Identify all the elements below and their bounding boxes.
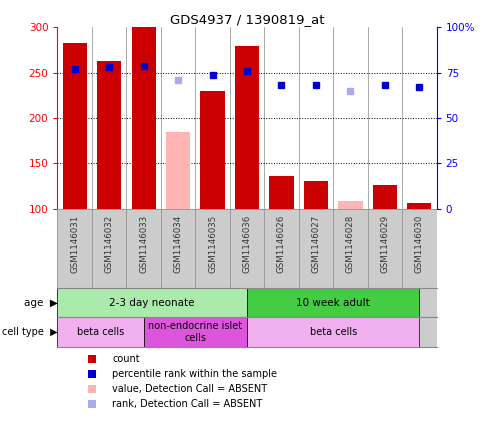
Text: GSM1146031: GSM1146031: [70, 215, 79, 273]
Text: cell type  ▶: cell type ▶: [2, 327, 57, 337]
Text: GSM1146036: GSM1146036: [243, 215, 251, 273]
Text: value, Detection Call = ABSENT: value, Detection Call = ABSENT: [112, 384, 267, 394]
Bar: [373, 185, 397, 209]
Bar: [201, 91, 225, 209]
Text: GSM1146034: GSM1146034: [174, 215, 183, 273]
Text: count: count: [112, 354, 140, 364]
Text: GSM1146029: GSM1146029: [380, 215, 389, 273]
Text: GSM1146035: GSM1146035: [208, 215, 217, 273]
Bar: [338, 201, 362, 209]
Bar: [247, 317, 419, 346]
Text: beta cells: beta cells: [77, 327, 124, 337]
Text: 10 week adult: 10 week adult: [296, 297, 370, 308]
Text: GSM1146030: GSM1146030: [415, 215, 424, 273]
Bar: [97, 61, 121, 209]
Text: beta cells: beta cells: [309, 327, 357, 337]
Text: GSM1146032: GSM1146032: [105, 215, 114, 273]
Text: GSM1146033: GSM1146033: [139, 215, 148, 273]
Bar: [57, 288, 247, 317]
Bar: [269, 176, 293, 209]
Bar: [62, 43, 87, 209]
Bar: [144, 317, 247, 346]
Text: age  ▶: age ▶: [23, 297, 57, 308]
Bar: [57, 317, 144, 346]
Text: non-endocrine islet
cells: non-endocrine islet cells: [148, 321, 243, 343]
Bar: [304, 181, 328, 209]
Bar: [166, 132, 190, 209]
Bar: [247, 288, 419, 317]
Text: 2-3 day neonate: 2-3 day neonate: [109, 297, 195, 308]
Text: GSM1146026: GSM1146026: [277, 215, 286, 273]
Text: GSM1146028: GSM1146028: [346, 215, 355, 273]
Text: GSM1146027: GSM1146027: [311, 215, 320, 273]
Bar: [235, 46, 259, 209]
Text: percentile rank within the sample: percentile rank within the sample: [112, 369, 277, 379]
Title: GDS4937 / 1390819_at: GDS4937 / 1390819_at: [170, 14, 324, 26]
Bar: [132, 27, 156, 209]
Bar: [407, 203, 432, 209]
Text: rank, Detection Call = ABSENT: rank, Detection Call = ABSENT: [112, 398, 262, 409]
